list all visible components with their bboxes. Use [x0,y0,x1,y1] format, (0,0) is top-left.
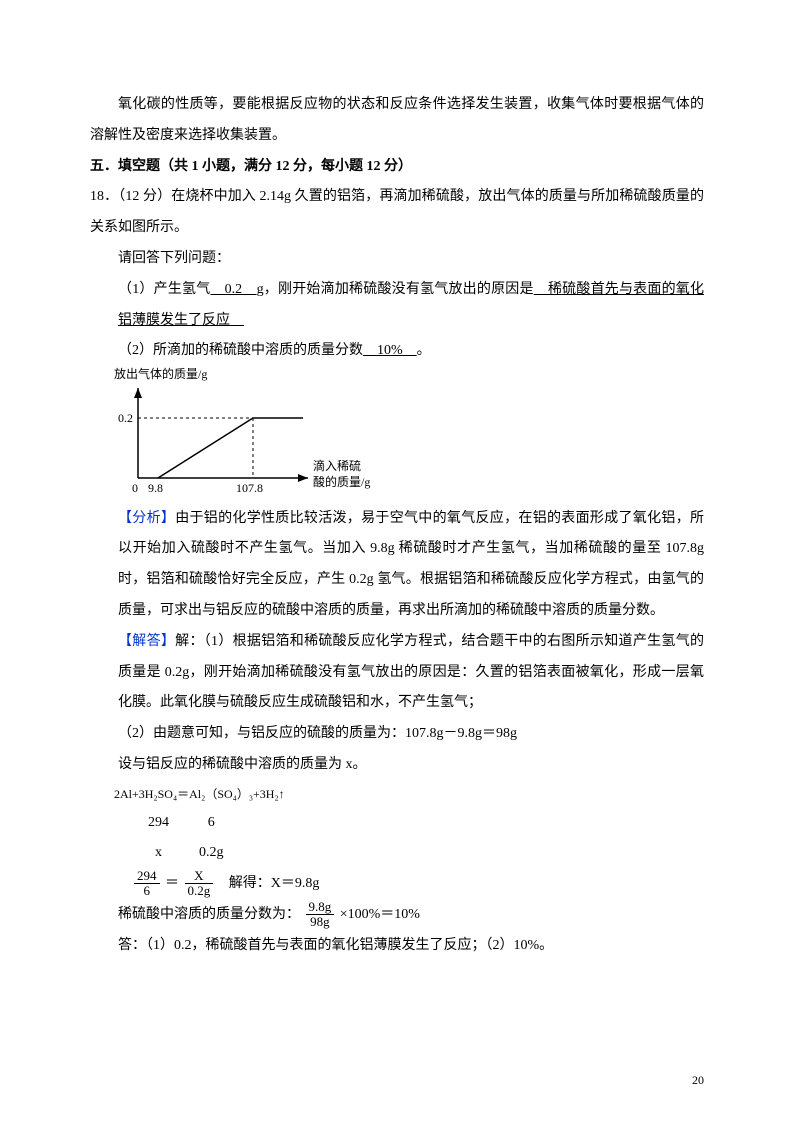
mass-frac-label: 稀硫酸中溶质的质量分数为： [118,907,300,922]
mass-frac-num: 9.8g [306,900,335,915]
analysis-label: 【分析】 [118,511,175,526]
ratio-x: x [148,839,197,867]
prev-page-continuation: 氧化碳的性质等，要能根据反应物的状态和反应条件选择发生装置，收集气体时要根据气体… [90,90,704,152]
frac-x-02g: X 0.2g [185,869,214,899]
q18-p1a: （1）产生氢气 [118,282,210,297]
svg-text:0.2: 0.2 [118,411,133,425]
frac1-num: 294 [134,869,160,884]
q18-p2a: （2）所滴加的稀硫酸中溶质的质量分数 [118,343,363,358]
q18-solve-3: 设与铝反应的稀硫酸中溶质的质量为 x。 [118,750,704,781]
ratio-294: 294 [148,809,197,837]
mass-frac-tail: ×100%＝10% [340,907,420,922]
frac-294-6: 294 6 [134,869,160,899]
q18-solve-1: 【解答】解：（1）根据铝箔和稀硫酸反应化学方程式，结合题干中的右图所示知道产生氢… [118,627,704,719]
svg-text:9.8: 9.8 [148,481,163,495]
chart-y-label: 放出气体的质量/g [114,367,704,381]
q18-p2-blank: 10% [363,343,417,358]
page-number: 20 [692,1067,704,1093]
svg-text:滴入稀硫: 滴入稀硫 [313,458,361,473]
q18-part1: （1）产生氢气 0.2 g，刚开始滴加稀硫酸没有氢气放出的原因是 稀硫酸首先与表… [118,275,704,337]
q18-p2b: 。 [417,343,431,358]
frac2-num: X [185,869,214,884]
q18-equation: 2Al+3H₂SO₄＝Al₂（SO₄）₃+3H₂↑ [114,781,704,807]
mass-frac-den: 98g [306,915,335,929]
q18-p1b: g，刚开始滴加稀硫酸没有氢气放出的原因是 [257,282,534,297]
svg-text:0: 0 [132,481,138,495]
q18-analysis: 【分析】由于铝的化学性质比较活泼，易于空气中的氧气反应，在铝的表面形成了氧化铝，… [118,504,704,627]
solve-label: 【解答】 [118,634,175,649]
frac-eq: ＝ [165,876,179,891]
analysis-text: 由于铝的化学性质比较活泼，易于空气中的氧气反应，在铝的表面形成了氧化铝，所以开始… [118,511,704,618]
fraction-solve: 294 6 ＝ X 0.2g 解得：X＝9.8g [132,869,704,900]
q18-p1-blank1: 0.2 [210,282,256,297]
page-content: 氧化碳的性质等，要能根据反应物的状态和反应条件选择发生装置，收集气体时要根据气体… [90,90,704,962]
ratio-02g: 0.2g [199,839,252,867]
ratio-table: 294 6 x 0.2g [146,807,254,869]
q18-stem: 18．（12 分）在烧杯中加入 2.14g 久置的铝箔，再滴加稀硫酸，放出气体的… [90,182,704,244]
q18-prompt: 请回答下列问题： [118,244,704,275]
mass-frac: 9.8g 98g [306,900,335,930]
mass-fraction-line: 稀硫酸中溶质的质量分数为： 9.8g 98g ×100%＝10% [118,900,704,931]
q18-chart: 0.2 0 9.8 107.8 滴入稀硫 酸的质量/g [118,388,704,498]
frac2-den: 0.2g [185,884,214,898]
svg-text:107.8: 107.8 [236,481,263,495]
q18-solve-2: （2）由题意可知，与铝反应的硫酸的质量为：107.8g－9.8g＝98g [118,719,704,750]
q18-answer: 答：（1）0.2，稀硫酸首先与表面的氧化铝薄膜发生了反应；（2）10%。 [118,931,704,962]
frac-solve-text: 解得：X＝9.8g [229,876,320,891]
q18-stem-text: 18．（12 分）在烧杯中加入 2.14g 久置的铝箔，再滴加稀硫酸，放出气体的… [90,189,704,235]
svg-text:酸的质量/g: 酸的质量/g [313,474,370,489]
solve1-text: 解：（1）根据铝箔和稀硫酸反应化学方程式，结合题干中的右图所示知道产生氢气的质量… [118,634,704,711]
ratio-6: 6 [199,809,252,837]
section-5-heading: 五．填空题（共 1 小题，满分 12 分，每小题 12 分） [90,152,704,183]
q18-part2: （2）所滴加的稀硫酸中溶质的质量分数 10% 。 [118,336,704,367]
frac1-den: 6 [134,884,160,898]
